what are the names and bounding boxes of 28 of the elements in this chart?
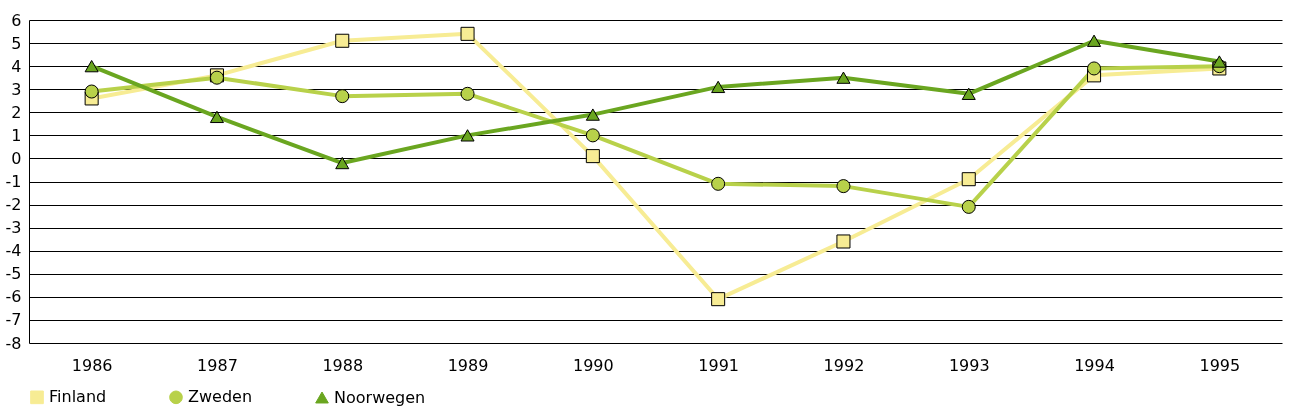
y-tick-label: 0	[11, 148, 22, 168]
y-tick-label: -7	[5, 310, 22, 330]
y-tick-label: 4	[11, 56, 22, 76]
y-tick-label: -4	[5, 241, 22, 261]
y-tick-label: -3	[5, 218, 22, 238]
y-tick-label: 1	[11, 125, 22, 145]
y-tick-label: 6	[11, 10, 22, 30]
x-tick-label: 1995	[1199, 355, 1241, 375]
y-tick-label: 2	[11, 102, 22, 122]
legend-label: Zweden	[188, 387, 253, 407]
y-tick-label: -8	[5, 333, 22, 353]
x-tick-label: 1991	[698, 355, 740, 375]
x-tick-label: 1990	[572, 355, 614, 375]
y-tick-label: 5	[11, 33, 22, 53]
x-tick-label: 1989	[447, 355, 489, 375]
y-tick-label: -1	[5, 172, 22, 191]
x-tick-label: 1987	[197, 355, 238, 375]
legend-label: Finland	[49, 387, 107, 407]
y-tick-label: -2	[5, 195, 22, 215]
x-tick-label: 1994	[1074, 355, 1115, 375]
legend-label: Noorwegen	[334, 387, 426, 407]
x-tick-label: 1993	[948, 355, 990, 375]
x-tick-label: 1988	[322, 355, 364, 375]
y-tick-label: -6	[5, 287, 22, 307]
y-tick-label: 3	[11, 79, 22, 99]
x-tick-label: 1992	[823, 355, 865, 375]
x-tick-label: 1986	[71, 355, 113, 375]
y-tick-label: -5	[5, 264, 22, 284]
